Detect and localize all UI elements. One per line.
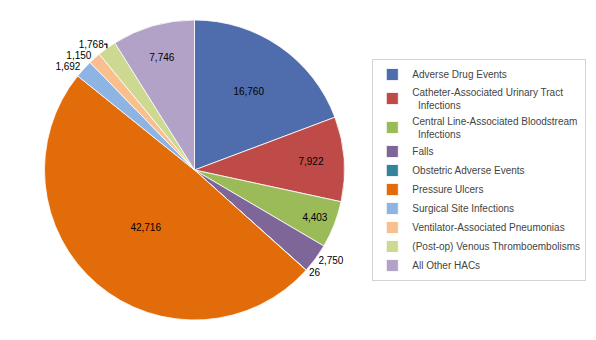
svg-text:42,716: 42,716: [130, 222, 161, 233]
svg-text:26: 26: [309, 267, 321, 278]
svg-text:2,750: 2,750: [318, 255, 343, 266]
svg-text:16,760: 16,760: [233, 86, 264, 97]
svg-text:Pressure Ulcers: Pressure Ulcers: [412, 184, 483, 195]
svg-text:Catheter-Associated Urinary Tr: Catheter-Associated Urinary Tract Infect…: [412, 87, 563, 111]
svg-text:1,150: 1,150: [66, 50, 91, 61]
svg-text:Falls: Falls: [412, 146, 433, 157]
svg-text:(Post-op) Venous Thromboemboli: (Post-op) Venous Thromboembolisms: [412, 241, 580, 252]
svg-text:1,768: 1,768: [79, 39, 104, 50]
svg-text:All Other HACs: All Other HACs: [412, 260, 480, 271]
svg-text:Central Line-Associated Bloods: Central Line-Associated Bloodstream Infe…: [412, 116, 577, 140]
svg-text:Surgical Site Infections: Surgical Site Infections: [412, 203, 514, 214]
svg-text:Obstetric Adverse Events: Obstetric Adverse Events: [412, 165, 524, 176]
svg-text:7,746: 7,746: [149, 52, 174, 63]
svg-text:Ventilator-Associated Pneumoni: Ventilator-Associated Pneumonias: [412, 222, 564, 233]
svg-text:Adverse Drug Events: Adverse Drug Events: [412, 69, 507, 80]
svg-text:1,692: 1,692: [55, 61, 80, 72]
svg-text:4,403: 4,403: [302, 212, 327, 223]
svg-text:7,922: 7,922: [298, 156, 323, 167]
